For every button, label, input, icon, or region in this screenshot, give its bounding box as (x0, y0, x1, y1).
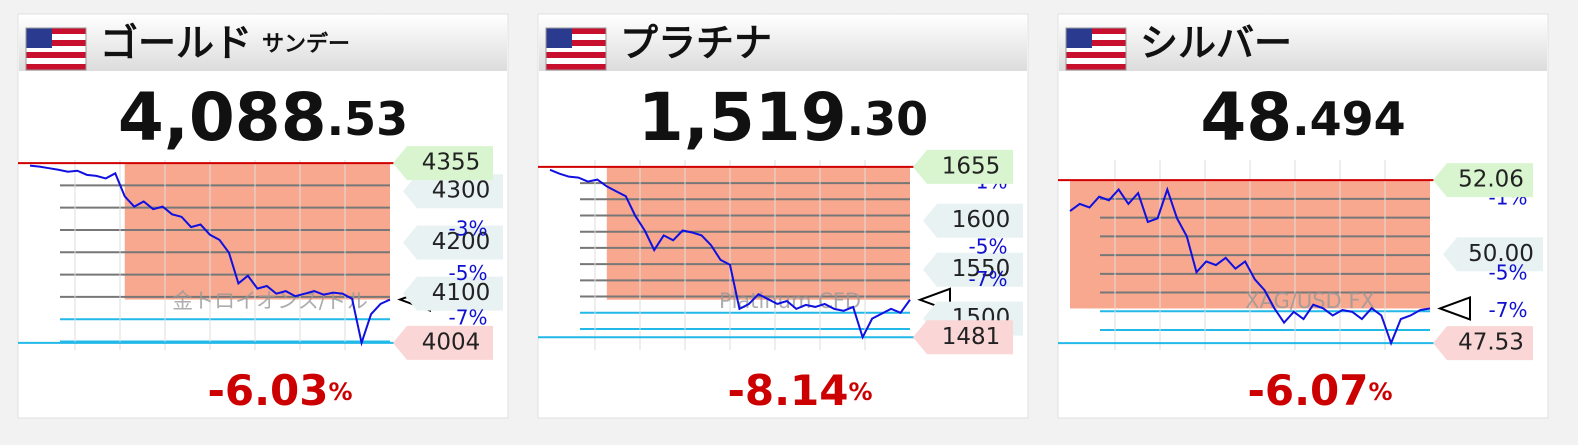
change: -6.07% (1247, 366, 1392, 415)
axis-label: 1481 (942, 324, 1001, 350)
label-tag (923, 252, 1023, 287)
label-tag (403, 174, 503, 209)
price-line (549, 168, 911, 340)
flag-stripe (546, 40, 606, 46)
axis-label: 4355 (422, 150, 481, 176)
flag-stripe (26, 52, 86, 58)
title-main: プラチナ (620, 21, 772, 65)
title-main: シルバー (1140, 21, 1292, 65)
change: -6.03% (207, 366, 352, 415)
flag-canton (546, 28, 572, 48)
label-tag (403, 276, 503, 311)
price-line (1069, 186, 1431, 346)
price-dec: .494 (1292, 92, 1406, 146)
label-tag (393, 325, 493, 360)
price: 48.494 (1200, 79, 1405, 156)
flag-border (545, 27, 607, 71)
label-tag (913, 320, 1013, 355)
flag-stripe (1066, 28, 1126, 34)
header (1059, 15, 1547, 71)
subtitle: サンデー (262, 31, 350, 57)
axis-label: 52.06 (1458, 167, 1524, 193)
title: シルバー (1140, 21, 1292, 65)
flag-canton (26, 28, 52, 48)
price-line (29, 164, 391, 347)
axis-label: 4100 (432, 280, 491, 306)
axis-label: 1600 (952, 207, 1011, 233)
flag-stripe (26, 58, 86, 64)
change-unit: % (1369, 378, 1393, 406)
flag-stripe (546, 34, 606, 40)
panel: ゴールド サンデー4,088.53-6.03%金トロイオンス/ドル43004200… (17, 13, 509, 419)
flag-stripe (546, 52, 606, 58)
flag-stripe (26, 46, 86, 52)
flag-stripe (1066, 64, 1126, 70)
price-int: 4,088 (118, 79, 327, 156)
pct-label: -7% (449, 306, 488, 330)
flag-stripe (1066, 46, 1126, 52)
change-value: -8.14 (727, 366, 848, 415)
axis-label: 1655 (942, 153, 1001, 179)
pct-label: -5% (969, 234, 1008, 258)
label-tag (1443, 237, 1543, 272)
flag-stripe (546, 46, 606, 52)
label-tag (403, 225, 503, 260)
label-tag (393, 146, 493, 181)
flag-stripe (26, 28, 86, 34)
flag-stripe (1066, 40, 1126, 46)
price: 1,519.30 (638, 79, 928, 156)
axis-label: 4300 (432, 178, 491, 204)
price-int: 48 (1200, 79, 1292, 156)
price: 4,088.53 (118, 79, 408, 156)
flag-stripe (1066, 58, 1126, 64)
flag-stripe (26, 64, 86, 70)
label-tag (923, 203, 1023, 238)
flag-stripe (546, 28, 606, 34)
pct-label: -7% (969, 267, 1008, 291)
change-unit: % (329, 378, 353, 406)
flag-stripe (1066, 34, 1126, 40)
price-dec: .30 (847, 92, 929, 146)
drawdown-area (606, 166, 910, 300)
flag-stripe (546, 58, 606, 64)
title-main: ゴールド (100, 21, 252, 65)
current-marker (1437, 296, 1471, 321)
change: -8.14% (727, 366, 872, 415)
flag-stripe (1066, 52, 1126, 58)
flag-stripe (546, 64, 606, 70)
change-value: -6.07 (1247, 366, 1368, 415)
title: ゴールド サンデー (100, 21, 350, 65)
flag-border (25, 27, 87, 71)
flag-canton (1066, 28, 1092, 48)
pct-label: -7% (1489, 298, 1528, 322)
price-int: 1,519 (638, 79, 847, 156)
label-tag (1433, 326, 1533, 361)
pct-label: -5% (449, 261, 488, 285)
header (19, 15, 507, 71)
change-value: -6.03 (207, 366, 328, 415)
change-unit: % (849, 378, 873, 406)
axis-label: 50.00 (1468, 241, 1534, 267)
flag-stripe (26, 34, 86, 40)
axis-label: 4004 (422, 329, 481, 355)
header (539, 15, 1027, 71)
flag-border (1065, 27, 1127, 71)
label-tag (1433, 163, 1533, 198)
pct-label: -5% (1489, 260, 1528, 284)
flag-stripe (26, 40, 86, 46)
axis-label: 47.53 (1458, 330, 1524, 356)
title: プラチナ (620, 21, 772, 65)
label-tag (913, 149, 1013, 184)
pct-label: -3% (449, 216, 488, 240)
axis-label: 4200 (432, 229, 491, 255)
axis-label: 1550 (952, 256, 1011, 282)
price-dec: .53 (327, 92, 409, 146)
